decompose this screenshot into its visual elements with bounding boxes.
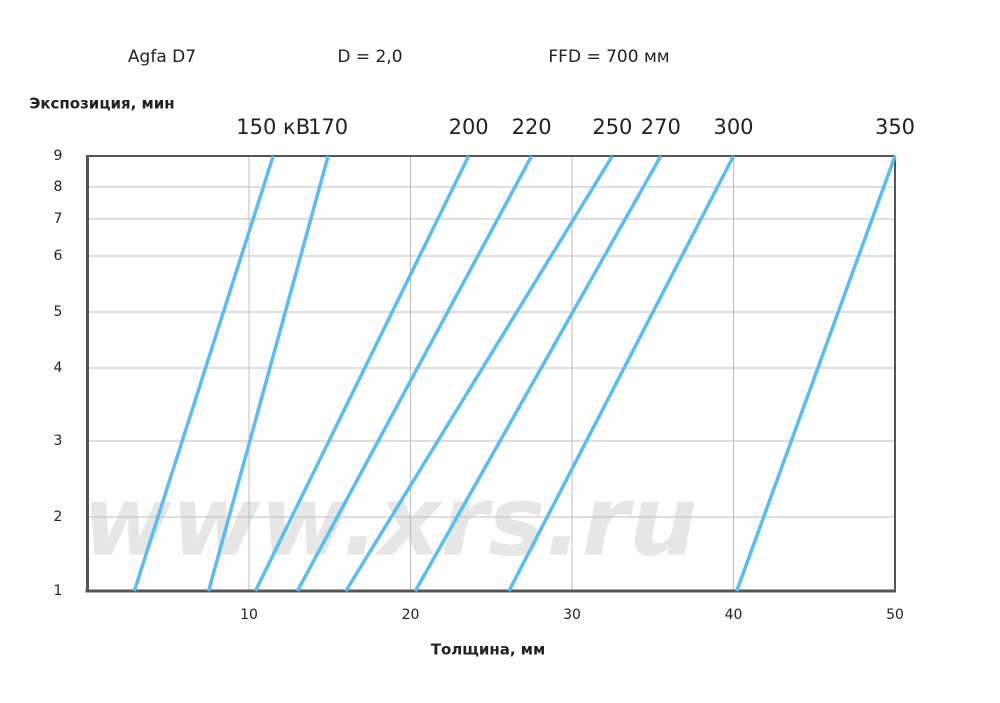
series-label: 150 кВ: [236, 115, 310, 139]
series-line: [507, 155, 736, 592]
y-tick-label: 3: [54, 433, 63, 449]
series-line: [132, 155, 275, 592]
series-line: [344, 155, 614, 592]
x-tick-label: 40: [725, 607, 743, 623]
y-axis-label: Экспозиция, мин: [29, 95, 174, 113]
x-tick-label: 50: [886, 607, 904, 623]
series-label: 250: [592, 115, 632, 139]
y-tick-label: 2: [54, 509, 63, 525]
series-line: [295, 155, 534, 592]
series-line: [206, 155, 330, 592]
header-text: Agfa D7: [128, 47, 196, 67]
x-tick-label: 30: [563, 607, 581, 623]
header-text: FFD = 700 мм: [548, 47, 669, 67]
series-label: 270: [641, 115, 681, 139]
x-tick-label: 10: [240, 607, 258, 623]
series-line: [735, 155, 897, 592]
y-tick-label: 5: [54, 304, 63, 320]
y-tick-label: 8: [54, 179, 63, 195]
y-tick-label: 1: [54, 583, 63, 599]
y-tick-label: 9: [54, 148, 63, 164]
y-tick-label: 7: [54, 211, 63, 227]
series-label: 300: [713, 115, 753, 139]
series-label: 350: [875, 115, 915, 139]
series-label: 200: [449, 115, 489, 139]
y-tick-label: 4: [54, 360, 63, 376]
y-tick-label: 6: [54, 248, 63, 264]
header-text: D = 2,0: [337, 47, 402, 67]
series-line: [413, 155, 663, 592]
x-tick-label: 20: [402, 607, 420, 623]
x-axis-label: Толщина, мм: [431, 641, 546, 659]
series-label: 170: [308, 115, 348, 139]
series-line: [253, 155, 471, 592]
series-label: 220: [512, 115, 552, 139]
